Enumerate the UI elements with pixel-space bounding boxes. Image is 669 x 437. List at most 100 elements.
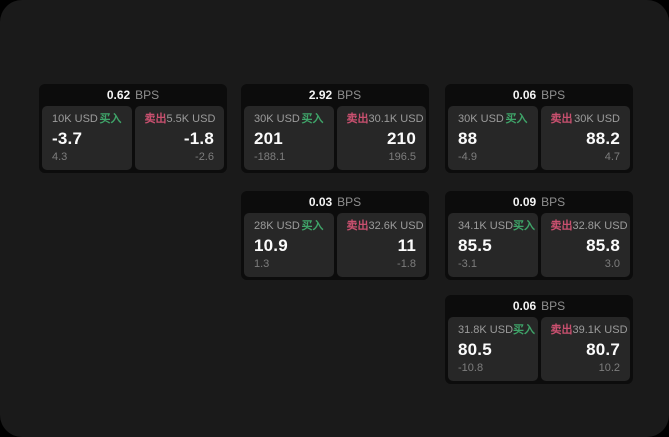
bps-unit-label: BPS (541, 88, 566, 102)
buy-price: 85.5 (458, 236, 492, 255)
sell-side-label: 卖出 (346, 220, 369, 232)
quote-card: 0.03 BPS 28K USD 买入 10.9 1.3 卖出 32.6K US… (241, 191, 429, 280)
buy-price: -3.7 (52, 129, 83, 148)
sell-sub-value: 196.5 (388, 151, 416, 163)
sell-price: -1.8 (183, 129, 214, 148)
sell-quote-tile[interactable]: 卖出 39.1K USD 80.7 10.2 (540, 317, 630, 381)
buy-sub-value: -10.8 (458, 362, 484, 374)
sell-tile-top: 卖出 30.1K USD (346, 113, 424, 125)
buy-tile-top: 31.8K USD 买入 (458, 324, 535, 336)
buy-amount: 30K USD (254, 113, 300, 125)
bps-spread-header: 0.62 BPS (42, 84, 224, 106)
buy-sub-value: 4.3 (52, 151, 68, 163)
sell-tile-top: 卖出 32.6K USD (346, 220, 424, 232)
buy-tile-top: 30K USD 买入 (458, 114, 528, 125)
bps-spread-value: 0.03 (308, 195, 333, 209)
sell-side-label: 卖出 (144, 113, 167, 125)
bps-unit-label: BPS (135, 88, 160, 102)
buy-quote-tile[interactable]: 30K USD 买入 88 -4.9 (448, 106, 538, 170)
buy-amount: 28K USD (254, 220, 300, 232)
buy-amount: 31.8K USD (458, 324, 514, 336)
bps-spread-header: 0.06 BPS (448, 84, 630, 106)
quote-tiles: 34.1K USD 买入 85.5 -3.1 卖出 32.8K USD 85.8… (448, 213, 630, 277)
quote-card: 2.92 BPS 30K USD 买入 201 -188.1 卖出 30.1K … (241, 84, 429, 173)
quote-tiles: 31.8K USD 买入 80.5 -10.8 卖出 39.1K USD 80.… (448, 317, 630, 381)
buy-price: 80.5 (458, 340, 492, 359)
sell-amount: 5.5K USD (166, 113, 216, 125)
sell-tile-top: 卖出 32.8K USD (550, 220, 628, 232)
sell-sub-value: -2.6 (195, 151, 214, 163)
sell-side-label: 卖出 (346, 113, 369, 125)
sell-quote-tile[interactable]: 卖出 5.5K USD -1.8 -2.6 (134, 106, 224, 170)
sell-tile-top: 卖出 39.1K USD (551, 325, 628, 336)
buy-side-label: 买入 (513, 324, 536, 336)
buy-quote-tile[interactable]: 28K USD 买入 10.9 1.3 (244, 213, 334, 277)
sell-price: 85.8 (586, 236, 620, 255)
sell-sub-value: -1.8 (397, 258, 416, 270)
buy-side-label: 买入 (301, 220, 324, 232)
buy-tile-top: 34.1K USD 买入 (458, 220, 535, 232)
buy-amount: 10K USD (52, 113, 98, 125)
bps-spread-value: 0.62 (106, 88, 131, 102)
sell-sub-value: 3.0 (604, 258, 620, 270)
bps-spread-header: 2.92 BPS (244, 84, 426, 106)
bps-spread-value: 2.92 (308, 88, 333, 102)
buy-side-label: 买入 (505, 113, 528, 125)
buy-side-label: 买入 (301, 113, 324, 125)
sell-quote-tile[interactable]: 卖出 32.6K USD 11 -1.8 (336, 213, 426, 277)
buy-side-label: 买入 (513, 220, 536, 232)
sell-quote-tile[interactable]: 卖出 32.8K USD 85.8 3.0 (540, 213, 630, 277)
quote-tiles: 30K USD 买入 201 -188.1 卖出 30.1K USD 210 1… (244, 106, 426, 170)
bps-unit-label: BPS (541, 195, 566, 209)
bps-unit-label: BPS (337, 88, 362, 102)
bps-unit-label: BPS (541, 299, 566, 313)
buy-price: 201 (254, 129, 283, 148)
sell-quote-tile[interactable]: 卖出 30.1K USD 210 196.5 (336, 106, 426, 170)
buy-price: 10.9 (254, 236, 288, 255)
buy-amount: 34.1K USD (458, 220, 514, 232)
quote-card: 0.09 BPS 34.1K USD 买入 85.5 -3.1 卖出 32.8K… (445, 191, 633, 280)
sell-side-label: 卖出 (550, 220, 573, 232)
buy-quote-tile[interactable]: 34.1K USD 买入 85.5 -3.1 (448, 213, 538, 277)
quote-card: 0.06 BPS 31.8K USD 买入 80.5 -10.8 卖出 39.1… (445, 295, 633, 384)
sell-price: 80.7 (586, 340, 620, 359)
sell-amount: 32.8K USD (572, 220, 628, 232)
buy-tile-top: 30K USD 买入 (254, 114, 324, 125)
quote-card: 0.62 BPS 10K USD 买入 -3.7 4.3 卖出 5.5K USD… (39, 84, 227, 173)
sell-amount: 30K USD (574, 113, 620, 125)
sell-amount: 32.6K USD (368, 220, 424, 232)
buy-price: 88 (458, 129, 478, 148)
buy-sub-value: 1.3 (254, 258, 270, 270)
bps-spread-value: 0.09 (512, 195, 537, 209)
bps-spread-header: 0.06 BPS (448, 295, 630, 317)
buy-amount: 30K USD (458, 113, 504, 125)
buy-tile-top: 10K USD 买入 (52, 114, 122, 125)
bps-spread-value: 0.06 (512, 299, 537, 313)
buy-quote-tile[interactable]: 30K USD 买入 201 -188.1 (244, 106, 334, 170)
sell-sub-value: 4.7 (604, 151, 620, 163)
sell-price: 11 (397, 236, 416, 255)
buy-tile-top: 28K USD 买入 (254, 221, 324, 232)
sell-amount: 30.1K USD (368, 113, 424, 125)
bps-spread-value: 0.06 (512, 88, 537, 102)
sell-amount: 39.1K USD (572, 324, 628, 336)
sell-tile-top: 卖出 5.5K USD (144, 113, 216, 125)
quote-card: 0.06 BPS 30K USD 买入 88 -4.9 卖出 30K USD 8… (445, 84, 633, 173)
bps-spread-header: 0.03 BPS (244, 191, 426, 213)
sell-price: 88.2 (586, 129, 620, 148)
buy-quote-tile[interactable]: 10K USD 买入 -3.7 4.3 (42, 106, 132, 170)
buy-quote-tile[interactable]: 31.8K USD 买入 80.5 -10.8 (448, 317, 538, 381)
bps-spread-header: 0.09 BPS (448, 191, 630, 213)
quote-tiles: 28K USD 买入 10.9 1.3 卖出 32.6K USD 11 -1.8 (244, 213, 426, 277)
sell-sub-value: 10.2 (598, 362, 620, 374)
sell-quote-tile[interactable]: 卖出 30K USD 88.2 4.7 (540, 106, 630, 170)
sell-price: 210 (387, 129, 416, 148)
quote-tiles: 30K USD 买入 88 -4.9 卖出 30K USD 88.2 4.7 (448, 106, 630, 170)
sell-side-label: 卖出 (550, 113, 573, 125)
buy-side-label: 买入 (99, 113, 122, 125)
buy-sub-value: -4.9 (458, 151, 477, 163)
quote-tiles: 10K USD 买入 -3.7 4.3 卖出 5.5K USD -1.8 -2.… (42, 106, 224, 170)
buy-sub-value: -3.1 (458, 258, 477, 270)
